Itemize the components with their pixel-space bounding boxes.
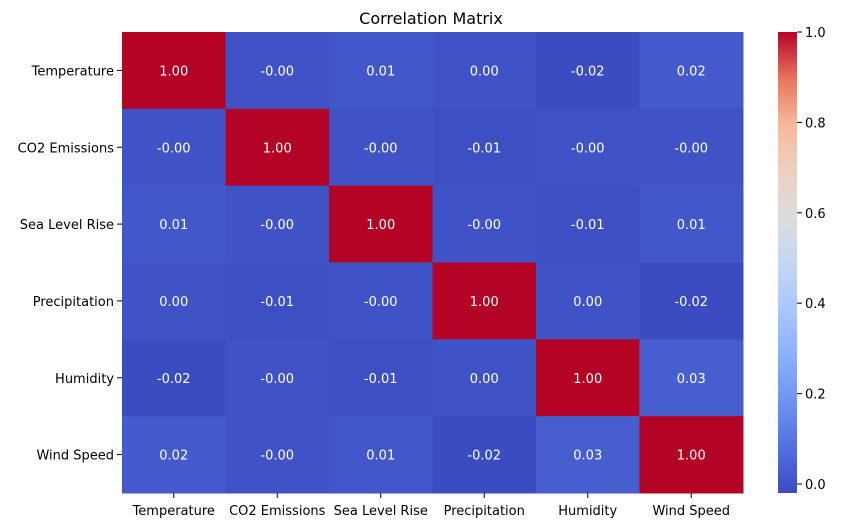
heatmap-cell (225, 416, 330, 494)
cell-value-label: -0.02 (674, 295, 708, 310)
cell-value-label: -0.02 (571, 64, 605, 79)
heatmap-cell (639, 416, 744, 494)
x-tick-label: Temperature (132, 504, 215, 519)
colorbar-tick-label: 1.0 (805, 26, 826, 41)
cell-value-label: -0.00 (467, 218, 501, 233)
cell-value-label: -0.00 (364, 141, 398, 156)
heatmap-cell (639, 262, 744, 340)
cell-value-label: 1.00 (159, 64, 188, 79)
heatmap-cell (225, 108, 330, 187)
x-tick-label: Humidity (558, 504, 617, 519)
cell-value-label: -0.01 (364, 372, 398, 387)
y-tick-label: CO2 Emissions (18, 141, 115, 156)
y-tick-label: Sea Level Rise (20, 218, 114, 233)
cell-value-label: -0.00 (260, 64, 294, 79)
y-tick-label: Temperature (31, 64, 114, 79)
heatmap-cell (432, 185, 537, 263)
cell-value-label: -0.02 (467, 449, 501, 464)
heatmap-cell-labels: 1.00 -0.00 0.01 0.00 -0.02 0.02 -0.00 1.00 -0.00… (157, 64, 708, 463)
heatmap-cell (639, 32, 744, 110)
colorbar-tick-label: 0.4 (805, 297, 826, 312)
colorbar (778, 32, 797, 493)
heatmap-cell (432, 108, 537, 187)
cell-value-label: -0.01 (571, 218, 605, 233)
heatmap-cell (225, 262, 330, 340)
colorbar-tick-label: 0.0 (805, 478, 826, 493)
cell-value-label: 1.00 (677, 449, 706, 464)
heatmap-cell (432, 339, 537, 417)
cell-value-label: -0.00 (260, 372, 294, 387)
heatmap-cell (432, 416, 537, 494)
y-axis: Temperature CO2 Emissions Sea Level Rise Pr… (18, 64, 122, 464)
x-tick-label: Precipitation (444, 504, 525, 519)
cell-value-label: 0.01 (366, 64, 395, 79)
cell-value-label: 1.00 (366, 218, 395, 233)
x-tick-label: CO2 Emissions (229, 504, 326, 519)
cell-value-label: -0.01 (467, 141, 501, 156)
heatmap-cell (536, 32, 640, 110)
heatmap-cell (536, 108, 640, 187)
colorbar-tick-label: 0.2 (805, 388, 826, 403)
heatmap-cell (536, 262, 640, 340)
cell-value-label: -0.02 (157, 372, 191, 387)
cell-value-label: 0.03 (677, 372, 706, 387)
cell-value-label: 0.00 (573, 295, 602, 310)
cell-value-label: 0.00 (159, 295, 188, 310)
cell-value-label: 1.00 (263, 141, 292, 156)
cell-value-label: -0.00 (157, 141, 191, 156)
heatmap-cell (122, 32, 226, 110)
heatmap-cell (122, 108, 226, 187)
heatmap-cell (432, 32, 537, 110)
heatmap-cell (329, 416, 433, 494)
heatmap-cell (329, 32, 433, 110)
heatmap-cells (122, 32, 744, 494)
cell-value-label: 0.00 (470, 64, 499, 79)
cell-value-label: -0.00 (260, 218, 294, 233)
heatmap-cell (122, 262, 226, 340)
heatmap-cell (536, 185, 640, 263)
cell-value-label: 1.00 (573, 372, 602, 387)
cell-value-label: -0.00 (260, 449, 294, 464)
heatmap-cell (639, 185, 744, 263)
cell-value-label: -0.00 (571, 141, 605, 156)
y-tick-label: Precipitation (33, 295, 114, 310)
chart-title: Correlation Matrix (359, 9, 503, 28)
heatmap-cell (225, 32, 330, 110)
y-tick-label: Humidity (55, 372, 114, 387)
heatmap-cell (122, 416, 226, 494)
heatmap-cell (536, 339, 640, 417)
heatmap-cell (122, 185, 226, 263)
heatmap-cell (122, 339, 226, 417)
heatmap-cell (329, 185, 433, 263)
colorbar-axis: 0.0 0.2 0.4 0.6 0.8 1.0 (797, 26, 826, 493)
cell-value-label: 0.00 (470, 372, 499, 387)
heatmap-cell (225, 185, 330, 263)
cell-value-label: 0.01 (677, 218, 706, 233)
heatmap-cell (639, 108, 744, 187)
y-tick-label: Wind Speed (36, 449, 114, 464)
cell-value-label: -0.00 (674, 141, 708, 156)
x-tick-label: Wind Speed (652, 504, 730, 519)
cell-value-label: 0.01 (366, 449, 395, 464)
heatmap-cell (329, 108, 433, 187)
colorbar-tick-label: 0.6 (805, 207, 826, 222)
cell-value-label: 1.00 (470, 295, 499, 310)
heatmap-cell (225, 339, 330, 417)
heatmap-cell (329, 262, 433, 340)
cell-value-label: 0.02 (677, 64, 706, 79)
heatmap-cell (536, 416, 640, 494)
heatmap-cell (639, 339, 744, 417)
heatmap-cell (432, 262, 537, 340)
cell-value-label: 0.02 (159, 449, 188, 464)
x-tick-label: Sea Level Rise (334, 504, 428, 519)
cell-value-label: -0.00 (364, 295, 398, 310)
colorbar-tick-label: 0.8 (805, 116, 826, 131)
cell-value-label: -0.01 (260, 295, 294, 310)
x-axis: Temperature CO2 Emissions Sea Level Rise Pr… (132, 493, 730, 519)
cell-value-label: 0.03 (573, 449, 602, 464)
heatmap-cell (329, 339, 433, 417)
cell-value-label: 0.01 (159, 218, 188, 233)
